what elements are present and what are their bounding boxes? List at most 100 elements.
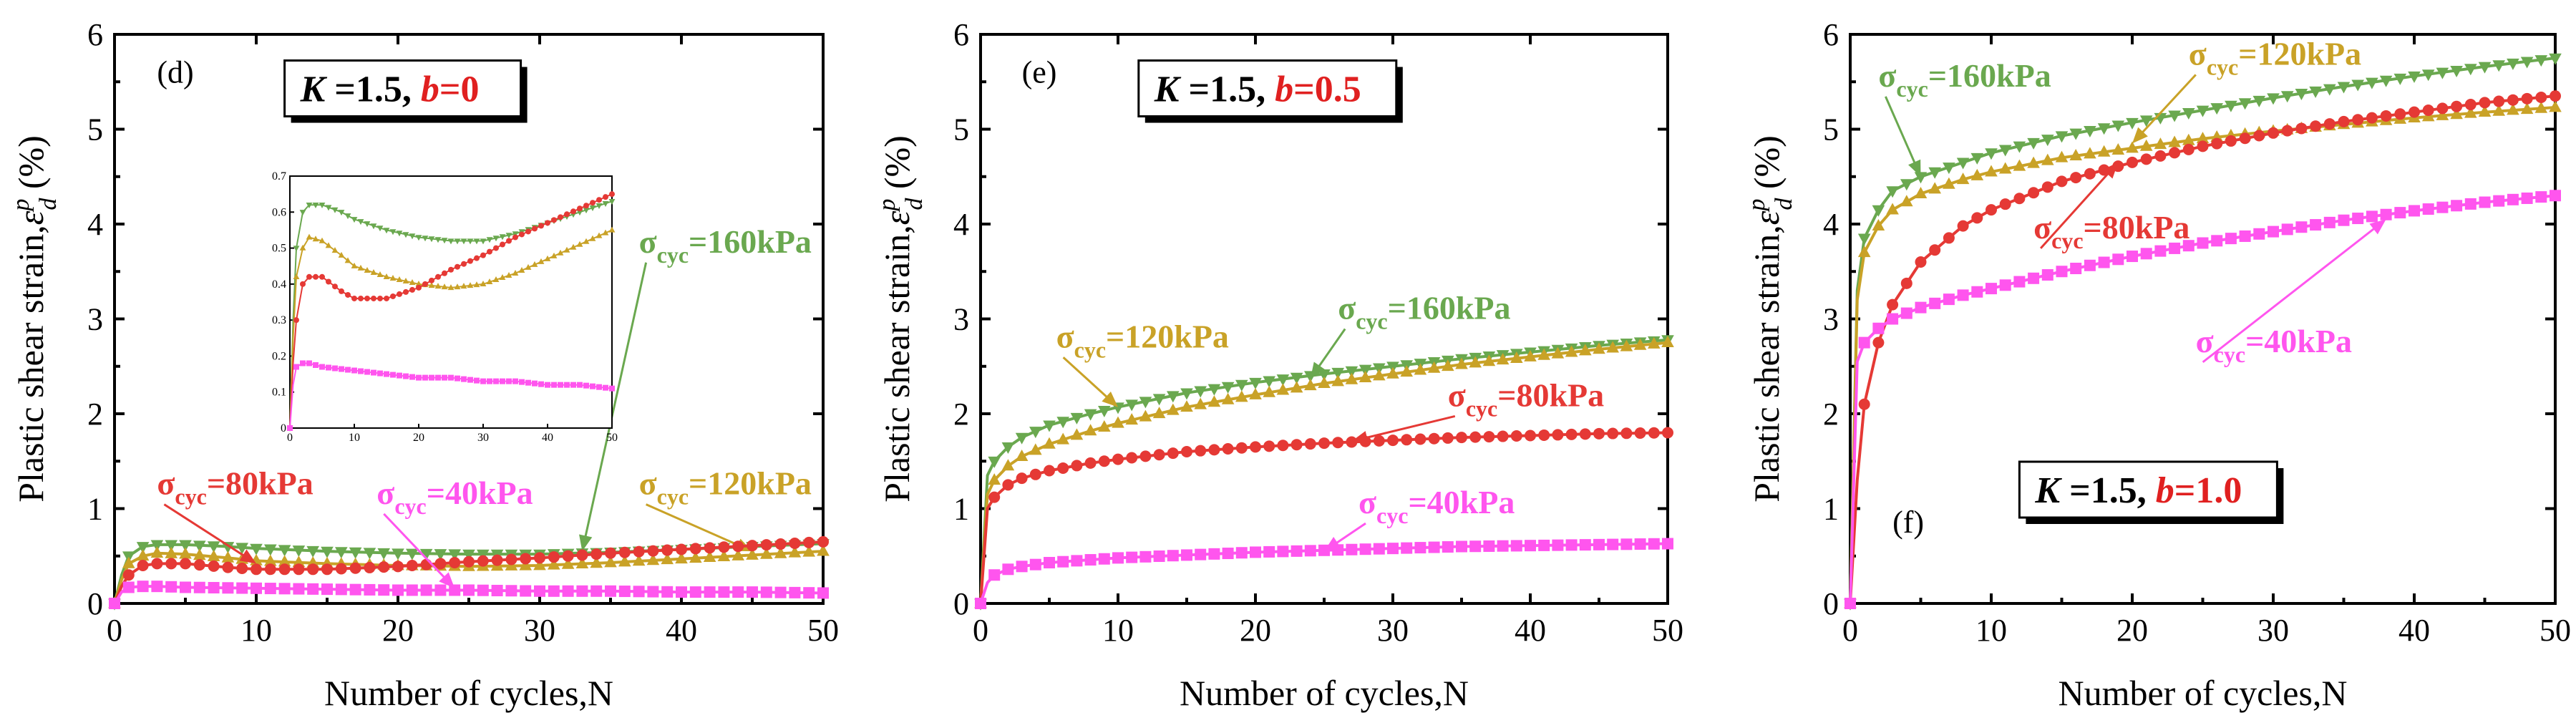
data-point [1207,395,1221,407]
data-point [2450,107,2463,120]
data-point [1469,431,1482,443]
data-point [2211,235,2223,247]
inset-data-point [467,258,473,264]
data-point [1125,399,1138,412]
inset-data-point [505,233,512,239]
inset-data-point [473,281,480,288]
data-point [335,583,347,596]
data-point [576,585,588,597]
data-point [519,558,532,571]
data-point [647,545,659,557]
data-point [1001,459,1015,471]
data-point [1084,409,1097,421]
inset-data-point [545,382,550,388]
data-point [180,581,191,593]
inset-data-point [499,234,506,241]
data-point [2197,140,2209,152]
data-point [2380,208,2392,220]
data-point [1153,550,1165,563]
inset-x-tick-label: 10 [349,432,360,444]
data-point [2127,251,2138,263]
inset-data-point [287,425,293,431]
data-point [661,553,674,565]
data-point [1056,417,1069,429]
data-point [675,552,688,564]
series-80kPa: σcyc=80kPa [109,465,829,609]
data-point [1373,369,1386,381]
x-tick-label: 20 [1240,613,1271,648]
inset-data-point [608,199,616,205]
data-point [2366,210,2378,223]
inset-data-point [609,385,615,392]
data-point [1098,553,1110,565]
y-tick-label: 1 [953,492,969,527]
data-point [760,586,772,598]
series-label-40kPa: σcyc=40kPa [2196,323,2352,367]
y-tick-label: 0 [953,586,969,621]
data-point [1098,455,1110,467]
data-point [208,560,220,572]
annotation-arrow-line [1362,414,1456,440]
inset-data-point [505,271,512,278]
data-point [1250,546,1261,558]
inset-data-point [596,384,602,390]
inset-data-point [448,266,454,273]
inset-data-point [519,379,525,385]
inset-data-point [583,208,590,214]
inset-data-point [383,228,390,234]
data-point [1943,293,1955,306]
data-point [2507,94,2519,106]
data-point [193,559,205,571]
series-label-subscript: cyc [657,242,689,268]
inset-data-point [390,372,396,378]
series-label-symbol: σ [1878,57,1896,94]
series-label-subscript: cyc [2207,54,2238,79]
data-point [2550,190,2561,202]
data-point [2479,196,2491,208]
inset-data-point [492,236,500,242]
data-point [2338,214,2350,226]
data-point [774,586,787,598]
x-tick-label: 20 [2116,613,2148,648]
data-point [251,563,262,576]
data-point [2069,149,2082,160]
data-point [1956,173,1970,185]
data-point [1986,283,1997,295]
data-point [774,538,787,550]
data-point [2239,132,2251,145]
data-point [1139,550,1152,563]
annotation-arrow-line [1333,522,1366,546]
data-point [1015,450,1029,462]
data-point [2352,114,2364,126]
data-point [1986,204,1997,216]
series-label-80kPa: σcyc=80kPa [2033,209,2189,253]
data-point [1345,366,1359,378]
data-point [2493,95,2505,107]
inset-data-point [390,293,396,299]
data-point [335,547,348,559]
inset-data-point [383,273,390,279]
data-point [1469,356,1482,368]
data-point [718,586,730,598]
series-label-160kPa: σcyc=160kPa [639,223,812,268]
inset-data-point [402,232,409,238]
inset-data-point [293,317,299,324]
inset-series-line [289,229,613,429]
inset-data-point [376,271,384,277]
data-point [2493,195,2505,207]
inset-data-point [371,369,376,376]
chart-panel-1: 0 10 20 30 40 50 0 1 2 3 4 5 6 Number of cycles,N Plas… [874,17,1683,713]
inset-data-point [442,374,447,381]
y-tick-label: 5 [1823,112,1839,147]
data-point [548,551,560,563]
data-point [2196,132,2210,144]
inset-data-point [506,238,512,244]
data-point [2268,225,2279,238]
inset-data-point [377,295,383,301]
data-point [419,548,433,560]
data-point [1373,435,1385,447]
inset-data-point [603,384,608,391]
data-point [1290,372,1303,384]
data-point [1524,349,1537,361]
data-point [704,586,716,598]
